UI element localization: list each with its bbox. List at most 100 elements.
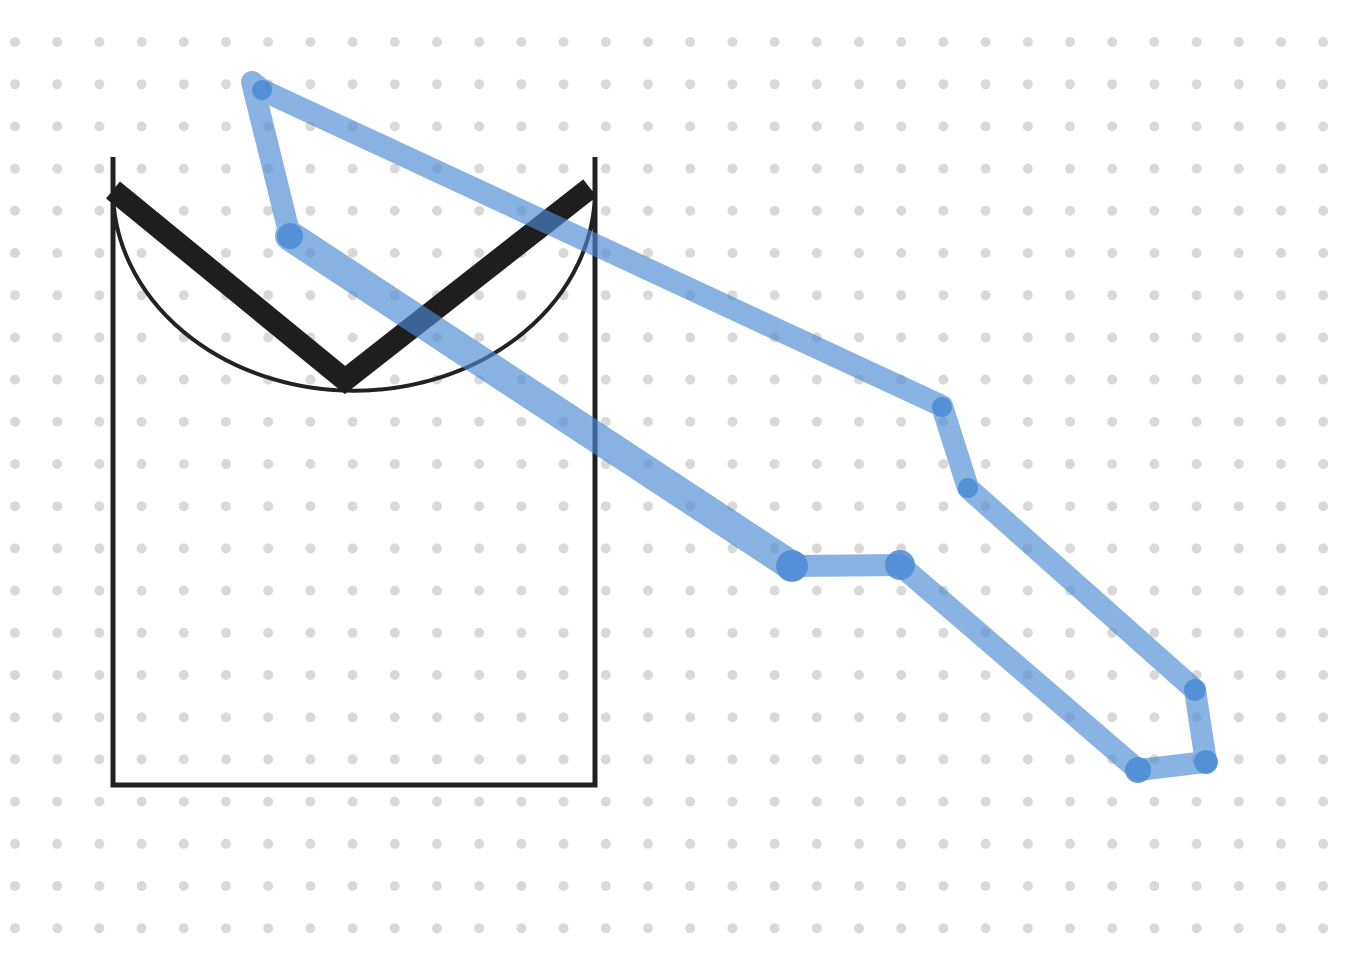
grid-dot: [854, 205, 864, 216]
grid-dot: [347, 670, 358, 680]
grid-dot: [769, 374, 780, 385]
grid-dot: [347, 163, 358, 174]
grid-dot: [10, 374, 20, 385]
grid-dot: [811, 374, 822, 385]
grid-dot: [389, 163, 400, 174]
grid-dot: [347, 796, 358, 807]
grid-dot: [769, 121, 780, 132]
grid-dot: [1107, 248, 1118, 258]
grid-dot: [769, 501, 780, 512]
path-node[interactable]: [776, 550, 808, 582]
grid-dot: [389, 838, 400, 849]
grid-dot: [980, 248, 991, 258]
grid-dot: [136, 79, 147, 90]
grid-dot: [1276, 37, 1286, 47]
grid-dot: [389, 459, 400, 469]
grid-dot: [10, 121, 20, 132]
grid-dot: [811, 923, 822, 934]
grid-dot: [1233, 712, 1244, 723]
grid-dot: [1065, 163, 1075, 174]
path-node[interactable]: [1194, 750, 1218, 774]
grid-dot: [1107, 205, 1118, 216]
grid-dot: [685, 459, 696, 469]
grid-dot: [1276, 838, 1286, 849]
grid-dot: [389, 121, 400, 132]
grid-dot: [558, 163, 569, 174]
grid-dot: [1065, 923, 1075, 934]
grid-dot: [769, 881, 780, 891]
grid-dot: [432, 923, 442, 934]
grid-dot: [305, 290, 316, 301]
path-node[interactable]: [885, 550, 915, 580]
grid-dot: [136, 881, 147, 891]
grid-dot: [896, 121, 907, 132]
grid-dot: [643, 796, 653, 807]
grid-dot: [10, 881, 20, 891]
rectangle-frame[interactable]: [110, 157, 598, 788]
grid-dot: [1065, 796, 1075, 807]
grid-dot: [811, 670, 822, 680]
path-node[interactable]: [252, 80, 272, 100]
grid-dot: [516, 163, 527, 174]
grid-dot: [10, 543, 20, 554]
grid-dot: [1022, 881, 1033, 891]
grid-dot: [94, 416, 105, 427]
path-node[interactable]: [1184, 679, 1206, 701]
grid-dot: [854, 796, 864, 807]
grid-dot: [432, 459, 442, 469]
grid-dot: [1149, 923, 1160, 934]
grid-dot: [389, 670, 400, 680]
grid-dot: [263, 501, 274, 512]
grid-dot: [558, 248, 569, 258]
grid-dot: [685, 205, 696, 216]
arc-curve[interactable]: [111, 189, 597, 393]
grid-dot: [896, 501, 907, 512]
grid-dot: [938, 796, 949, 807]
grid-dot: [389, 501, 400, 512]
path-node[interactable]: [958, 478, 978, 498]
grid-dot: [474, 754, 485, 765]
grid-dot: [136, 754, 147, 765]
grid-dot: [896, 332, 907, 343]
grid-dot: [1276, 585, 1286, 596]
grid-dot: [811, 796, 822, 807]
grid-dot: [811, 627, 822, 638]
grid-dot: [516, 923, 527, 934]
path-node[interactable]: [277, 223, 303, 249]
grid-dot: [136, 290, 147, 301]
grid-dot: [1233, 332, 1244, 343]
grid-dot: [221, 627, 231, 638]
grid-dot: [896, 416, 907, 427]
grid-dot: [178, 627, 189, 638]
grid-dot: [10, 627, 20, 638]
grid-dot: [1276, 290, 1286, 301]
grid-dot: [221, 205, 231, 216]
grid-dot: [10, 79, 20, 90]
v-stroke[interactable]: [106, 179, 597, 395]
grid-dot: [896, 712, 907, 723]
grid-dot: [643, 79, 653, 90]
grid-dot: [811, 881, 822, 891]
grid-dot: [1276, 79, 1286, 90]
grid-dot: [432, 248, 442, 258]
grid-dot: [1065, 754, 1075, 765]
grid-dot: [600, 712, 611, 723]
grid-dot: [938, 754, 949, 765]
grid-dot: [263, 796, 274, 807]
grid-dot: [854, 248, 864, 258]
grid-dot: [178, 79, 189, 90]
grid-dot: [474, 838, 485, 849]
path-node[interactable]: [1125, 757, 1151, 783]
path-node[interactable]: [932, 397, 952, 417]
grid-dot: [305, 754, 316, 765]
grid-dot: [347, 248, 358, 258]
grid-dot: [854, 585, 864, 596]
grid-dot: [896, 923, 907, 934]
grid-dot: [1276, 796, 1286, 807]
grid-dot: [305, 585, 316, 596]
grid-dot: [474, 627, 485, 638]
grid-dot: [263, 838, 274, 849]
grid-dot: [516, 416, 527, 427]
